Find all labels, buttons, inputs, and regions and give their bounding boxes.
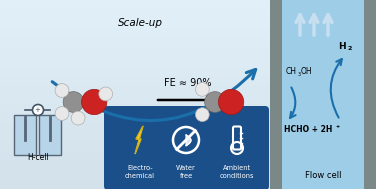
Text: Flow cell: Flow cell xyxy=(305,171,341,180)
Bar xyxy=(282,0,364,189)
Bar xyxy=(0,0,272,9)
Polygon shape xyxy=(186,135,191,146)
Bar xyxy=(0,85,272,94)
Bar xyxy=(0,57,272,66)
Bar xyxy=(39,115,61,155)
Text: 2: 2 xyxy=(347,46,352,51)
Bar xyxy=(0,19,272,28)
Bar xyxy=(0,104,272,113)
Bar xyxy=(0,38,272,47)
Bar xyxy=(0,9,272,19)
Text: OH: OH xyxy=(301,67,312,77)
Bar xyxy=(0,142,272,151)
Bar xyxy=(0,151,272,161)
FancyBboxPatch shape xyxy=(104,106,269,189)
Bar xyxy=(0,161,272,170)
Text: Electro-
chemical: Electro- chemical xyxy=(125,165,155,179)
Circle shape xyxy=(32,105,44,115)
Text: Ambient
conditions: Ambient conditions xyxy=(220,165,254,179)
Text: H: H xyxy=(338,42,346,51)
Bar xyxy=(0,47,272,57)
Circle shape xyxy=(196,82,209,96)
Bar xyxy=(0,28,272,38)
Text: +: + xyxy=(34,107,40,113)
Bar xyxy=(270,0,282,189)
Text: CH: CH xyxy=(286,67,297,77)
Bar xyxy=(0,76,272,85)
Bar xyxy=(0,66,272,76)
Circle shape xyxy=(205,92,225,112)
Circle shape xyxy=(99,87,112,101)
Bar xyxy=(0,180,272,189)
Bar xyxy=(0,94,272,104)
Text: H-cell: H-cell xyxy=(27,153,49,162)
Text: FE ≈ 90%: FE ≈ 90% xyxy=(164,78,212,88)
Bar xyxy=(14,115,36,155)
Bar xyxy=(0,170,272,180)
Text: +: + xyxy=(336,125,340,129)
Circle shape xyxy=(55,84,69,97)
Circle shape xyxy=(196,108,209,122)
Polygon shape xyxy=(135,126,143,154)
Bar xyxy=(0,123,272,132)
Circle shape xyxy=(55,107,69,120)
Circle shape xyxy=(63,92,84,112)
Circle shape xyxy=(71,111,85,125)
Bar xyxy=(364,0,376,189)
Circle shape xyxy=(82,89,107,115)
Bar xyxy=(0,113,272,123)
Bar xyxy=(0,132,272,142)
Text: 3: 3 xyxy=(298,73,301,77)
Text: Scale-up: Scale-up xyxy=(117,18,162,28)
Text: Water
free: Water free xyxy=(176,165,196,179)
Circle shape xyxy=(218,89,244,115)
Text: HCHO + 2H: HCHO + 2H xyxy=(284,125,332,135)
